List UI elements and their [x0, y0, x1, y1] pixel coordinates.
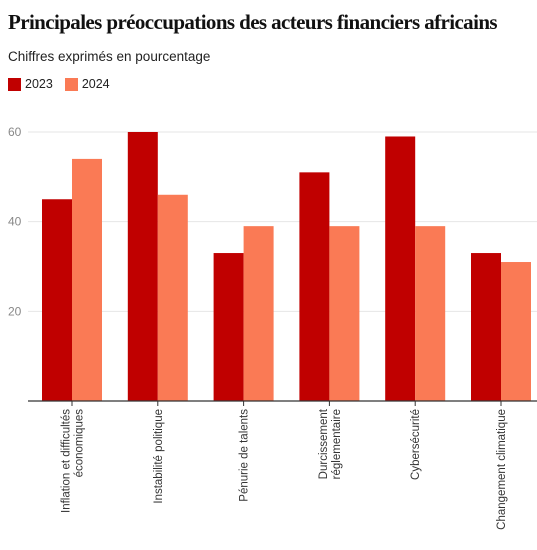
legend-item-2023: 2023 [8, 77, 53, 91]
chart-title: Principales préoccupations des acteurs f… [8, 10, 498, 34]
x-category-label: Changement climatique [496, 409, 508, 530]
legend: 2023 2024 [8, 77, 122, 91]
bar-2024 [157, 194, 188, 401]
chart-subtitle: Chiffres exprimés en pourcentage [8, 49, 211, 64]
legend-item-2024: 2024 [64, 77, 110, 91]
bar-2024 [415, 226, 446, 401]
bar-2023 [299, 172, 330, 401]
bar-2024 [329, 226, 360, 401]
y-tick-label: 40 [8, 215, 22, 229]
bar-2023 [471, 253, 501, 401]
legend-swatch-2024 [64, 77, 78, 91]
bar-2023 [213, 253, 244, 401]
bar-2024 [501, 262, 531, 401]
legend-label-2023: 2023 [25, 77, 53, 91]
x-category-label: Instabilité politique [153, 409, 165, 504]
legend-label-2024: 2024 [81, 77, 110, 91]
bar-2024 [72, 158, 102, 401]
x-category-label: Cybersécurité [410, 409, 422, 480]
legend-swatch-2023 [8, 77, 21, 91]
x-category-label: Pénurie de talents [239, 409, 251, 502]
x-category-label: Durcissementréglementaire [318, 408, 343, 479]
y-tick-label: 60 [8, 125, 22, 139]
bar-2023 [127, 132, 158, 401]
y-tick-label: 20 [8, 304, 22, 318]
bar-2024 [243, 226, 274, 401]
bar-2023 [385, 136, 416, 401]
bar-2023 [42, 199, 72, 401]
x-category-label: Inflation et difficultéséconomiques [61, 409, 86, 513]
